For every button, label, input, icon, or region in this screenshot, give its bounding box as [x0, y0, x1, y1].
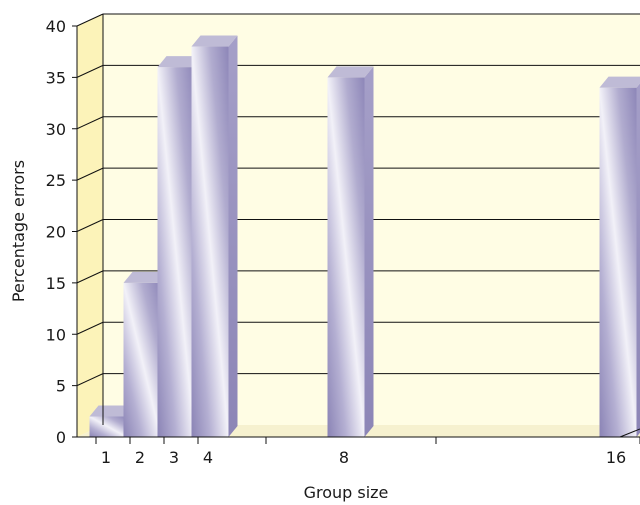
x-tick-label: 4	[203, 448, 213, 467]
x-tick-label: 8	[339, 448, 349, 467]
bars	[89, 35, 640, 438]
bar-side	[228, 35, 238, 438]
bar	[327, 66, 374, 437]
y-tick-label: 20	[46, 223, 66, 242]
y-axis-ticks: 0 5 10 15 20 25 30 35 40	[46, 17, 77, 447]
x-tick-label: 1	[101, 448, 111, 467]
bar-front	[157, 67, 195, 437]
x-axis-ticks: 1 2 3 4 8 16	[95, 428, 640, 467]
y-tick-label: 35	[46, 68, 66, 87]
floor-edge-line	[619, 428, 640, 438]
bar-side	[364, 66, 374, 437]
y-tick-label: 40	[46, 17, 66, 36]
bar	[599, 76, 640, 438]
bar-front	[191, 46, 229, 438]
y-tick-label: 15	[46, 274, 66, 293]
gridline-side	[76, 373, 104, 387]
x-tick-label: 3	[169, 448, 179, 467]
x-axis-title: Group size	[304, 483, 389, 502]
gridline-side	[76, 219, 104, 232]
bar-front	[89, 416, 127, 437]
gridline-side	[76, 321, 104, 335]
y-tick-label: 30	[46, 120, 66, 139]
y-tick-label: 0	[56, 428, 66, 447]
gridline-side	[76, 13, 104, 27]
bar-side	[636, 83, 640, 437]
y-tick-label: 10	[46, 325, 66, 344]
bar-front	[123, 282, 161, 437]
gridline-side	[76, 167, 104, 181]
y-tick-label: 5	[56, 377, 66, 396]
bar-top	[327, 66, 374, 78]
gridline-side	[76, 116, 104, 130]
bar-top	[599, 76, 640, 88]
x-tick-label: 16	[606, 448, 626, 467]
bar-top	[191, 35, 238, 47]
x-tick-label: 2	[135, 448, 145, 467]
bar-front	[599, 87, 637, 438]
gridline-side	[76, 270, 104, 284]
bar	[191, 35, 238, 438]
y-tick-label: 25	[46, 171, 66, 190]
y-axis-title: Percentage errors	[9, 160, 28, 302]
bar-front	[327, 77, 365, 437]
gridline-side	[76, 64, 104, 78]
